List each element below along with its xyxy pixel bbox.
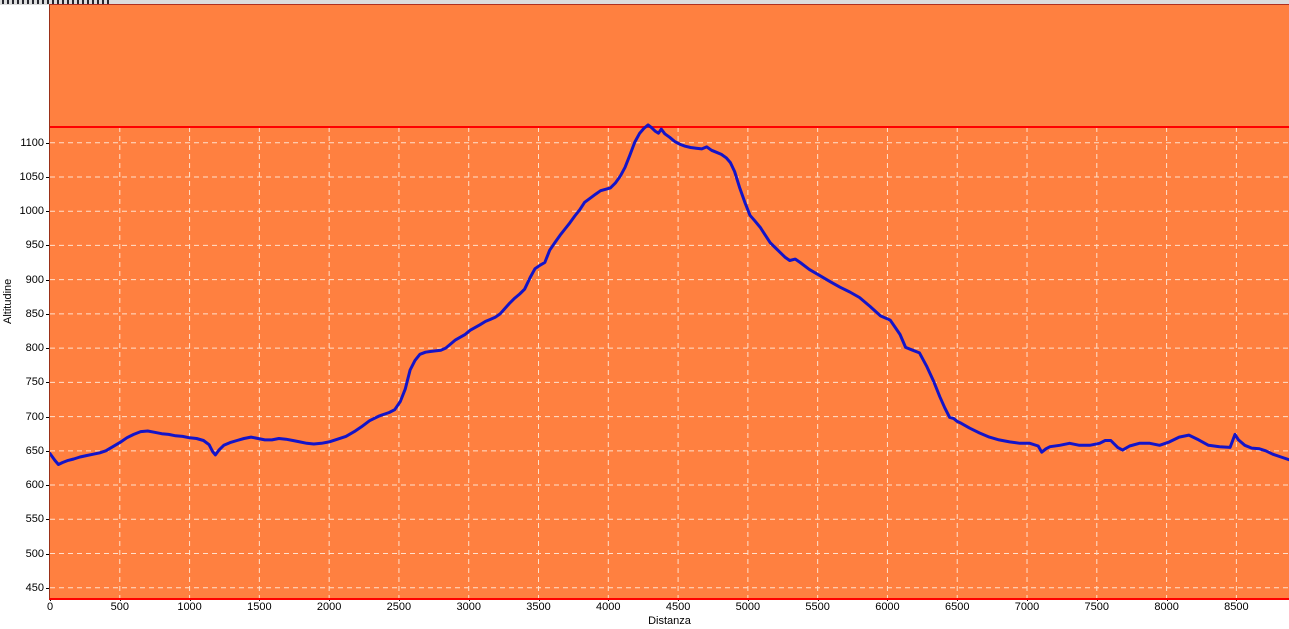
y-tick-label: 1100 <box>20 136 44 149</box>
y-tick-mark <box>46 382 50 384</box>
x-tick-label: 8000 <box>1154 601 1179 613</box>
y-tick-label: 600 <box>25 479 44 492</box>
x-tick-label: 2500 <box>386 601 412 613</box>
y-tick-label: 1050 <box>19 170 44 183</box>
y-tick-label: 450 <box>25 581 44 594</box>
y-tick-mark <box>46 450 50 452</box>
x-axis-title: Distanza <box>648 615 691 627</box>
y-tick-label: 850 <box>25 307 44 320</box>
x-tick-label: 7500 <box>1084 601 1110 613</box>
x-tick-label: 6500 <box>944 601 970 613</box>
clipped-window-title <box>2 0 112 4</box>
x-tick-label: 500 <box>110 601 129 613</box>
y-tick-mark <box>46 245 50 247</box>
x-tick-label: 5000 <box>735 601 761 613</box>
y-tick-label: 800 <box>25 342 44 355</box>
elevation-profile-line <box>50 123 1289 466</box>
y-tick-mark <box>46 348 50 350</box>
x-tick-label: 3500 <box>526 601 551 613</box>
x-tick-label: 1000 <box>177 601 202 613</box>
y-tick-mark <box>46 313 50 315</box>
y-tick-label: 650 <box>25 444 44 457</box>
x-tick-label: 5500 <box>805 601 830 613</box>
y-tick-label: 500 <box>25 547 44 560</box>
x-tick-label: 2000 <box>316 601 342 613</box>
y-tick-label: 700 <box>25 410 44 423</box>
y-tick-mark <box>46 553 50 555</box>
y-tick-mark <box>46 587 50 589</box>
y-tick-mark <box>46 279 50 281</box>
x-tick-label: 1500 <box>247 601 272 613</box>
window-top-edge <box>0 0 1289 5</box>
y-tick-label: 950 <box>25 239 44 252</box>
y-tick-mark <box>46 416 50 418</box>
y-tick-label: 900 <box>25 273 44 286</box>
x-tick-label: 0 <box>46 601 54 613</box>
y-tick-mark <box>46 211 50 213</box>
plot-area <box>49 4 1289 600</box>
y-tick-label: 550 <box>25 513 44 526</box>
y-tick-label: 1000 <box>19 205 44 218</box>
y-axis-title: Altitudine <box>2 278 14 325</box>
x-tick-label: 3000 <box>456 601 481 613</box>
x-tick-label: 6000 <box>875 601 900 613</box>
x-tick-label: 8500 <box>1224 601 1249 613</box>
x-tick-label: 7000 <box>1014 601 1040 613</box>
elevation-chart <box>50 123 1289 598</box>
y-tick-mark <box>46 519 50 521</box>
x-tick-label: 4500 <box>665 601 691 613</box>
y-tick-mark <box>46 142 50 144</box>
y-tick-mark <box>46 485 50 487</box>
y-tick-label: 750 <box>25 376 44 389</box>
x-tick-label: 4000 <box>596 601 621 613</box>
y-tick-mark <box>46 176 50 178</box>
